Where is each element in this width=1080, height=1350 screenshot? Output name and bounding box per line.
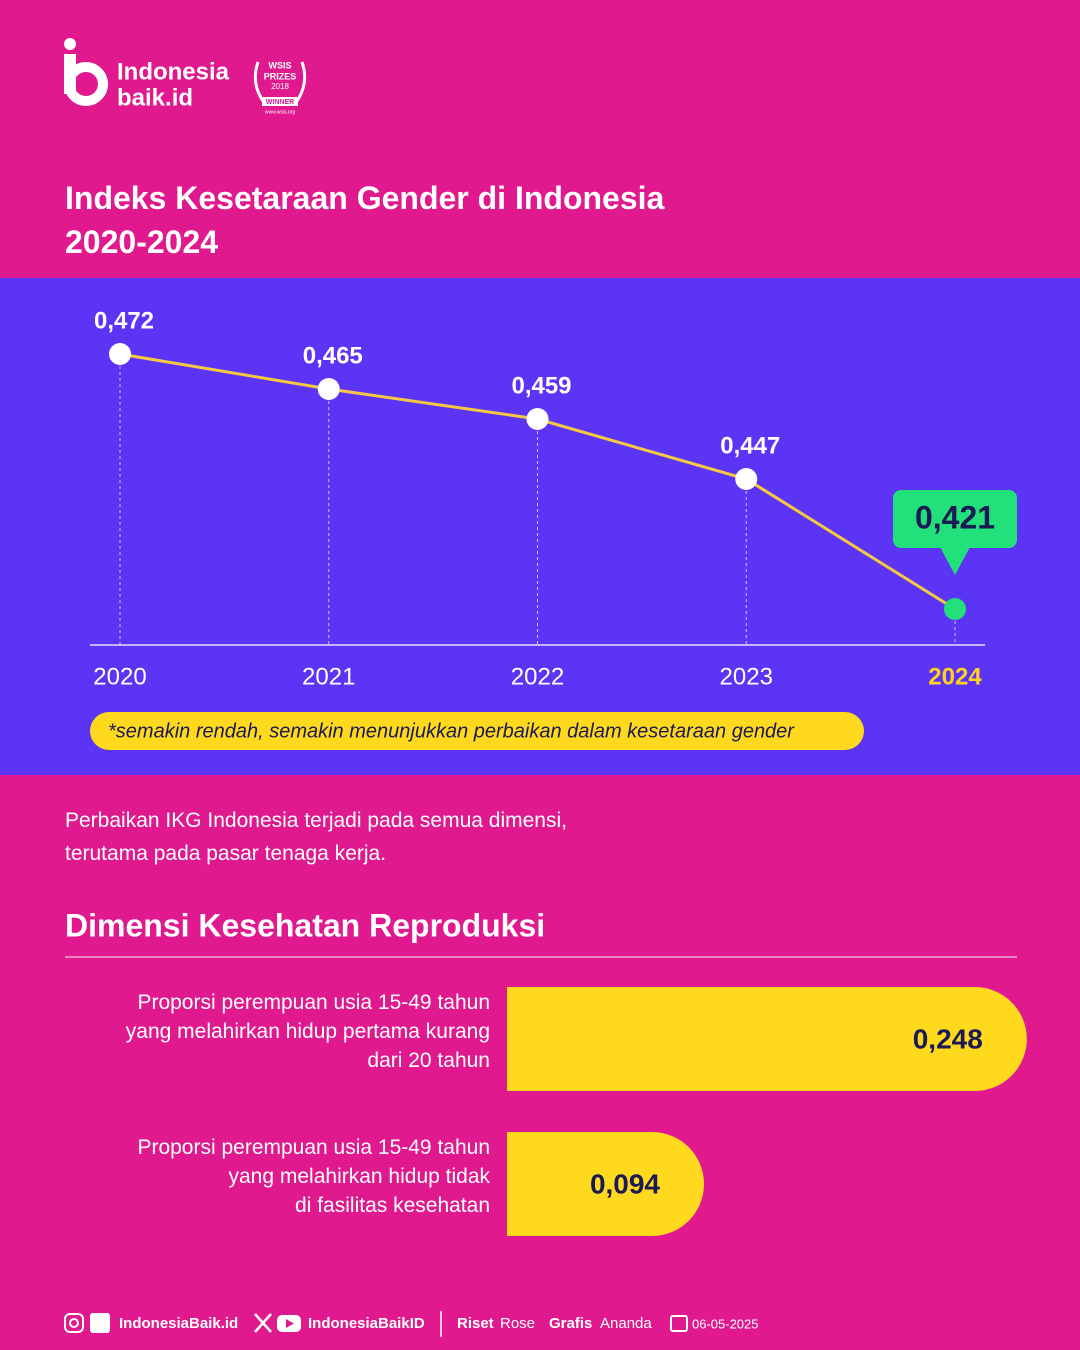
x-tick-label: 2024: [928, 663, 982, 690]
x-tick-label: 2023: [720, 663, 773, 690]
x-tick-label: 2022: [511, 663, 564, 690]
paragraph: Perbaikan IKG Indonesia terjadi pada sem…: [65, 809, 567, 865]
award-badge: WSIS PRIZES 2018 WINNER www.wsis.org: [253, 60, 307, 115]
x-tick-label: 2020: [93, 663, 146, 690]
award-text: 2018: [271, 82, 289, 91]
value-label: 0,094: [590, 1168, 660, 1199]
footer-text: IndonesiaBaikID: [308, 1315, 425, 1332]
marker: [317, 378, 340, 400]
footer-text: 06-05-2025: [692, 1316, 759, 1331]
value-label: 0,472: [94, 307, 154, 334]
marker: [109, 343, 131, 365]
award-text: www.wsis.org: [265, 109, 296, 115]
award-text: WINNER: [266, 99, 294, 106]
value-label: 0,248: [913, 1023, 983, 1054]
award-text: PRIZES: [264, 71, 297, 81]
marker: [526, 408, 549, 430]
value-label: 0,459: [511, 372, 571, 399]
bar: [507, 987, 1027, 1091]
footer-text: Riset: [457, 1315, 494, 1332]
logo: [64, 38, 108, 106]
footer-text: Rose: [500, 1315, 535, 1332]
bar: [507, 1132, 705, 1236]
callout-pointer: [940, 547, 970, 575]
value-label: 0,421: [915, 499, 995, 535]
x-tick-label: 2021: [302, 663, 355, 690]
value-label: 0,447: [720, 432, 780, 459]
section-title: Dimensi Kesehatan Reproduksi: [65, 907, 545, 943]
marker: [944, 598, 966, 620]
callout: [893, 490, 1017, 548]
chart-note: *semakin rendah, semakin menunjukkan per…: [108, 720, 795, 742]
footer-icons: [64, 1311, 688, 1337]
brand-name: baik.id: [117, 84, 193, 111]
footer-text: IndonesiaBaik.id: [119, 1315, 238, 1332]
note-pill: [90, 712, 864, 750]
bar-category-label: Proporsi perempuan usia 15-49 tahun yang…: [137, 1136, 490, 1217]
award-text: WSIS: [268, 60, 291, 70]
brand-name: Indonesia: [117, 58, 230, 85]
footer-text: Grafis: [549, 1315, 592, 1332]
value-label: 0,465: [303, 342, 363, 369]
page-title: Indeks Kesetaraan Gender di Indonesia 20…: [65, 180, 665, 260]
marker: [735, 468, 758, 490]
bar-category-label: Proporsi perempuan usia 15-49 tahun yang…: [125, 991, 490, 1072]
footer-text: Ananda: [600, 1315, 652, 1332]
